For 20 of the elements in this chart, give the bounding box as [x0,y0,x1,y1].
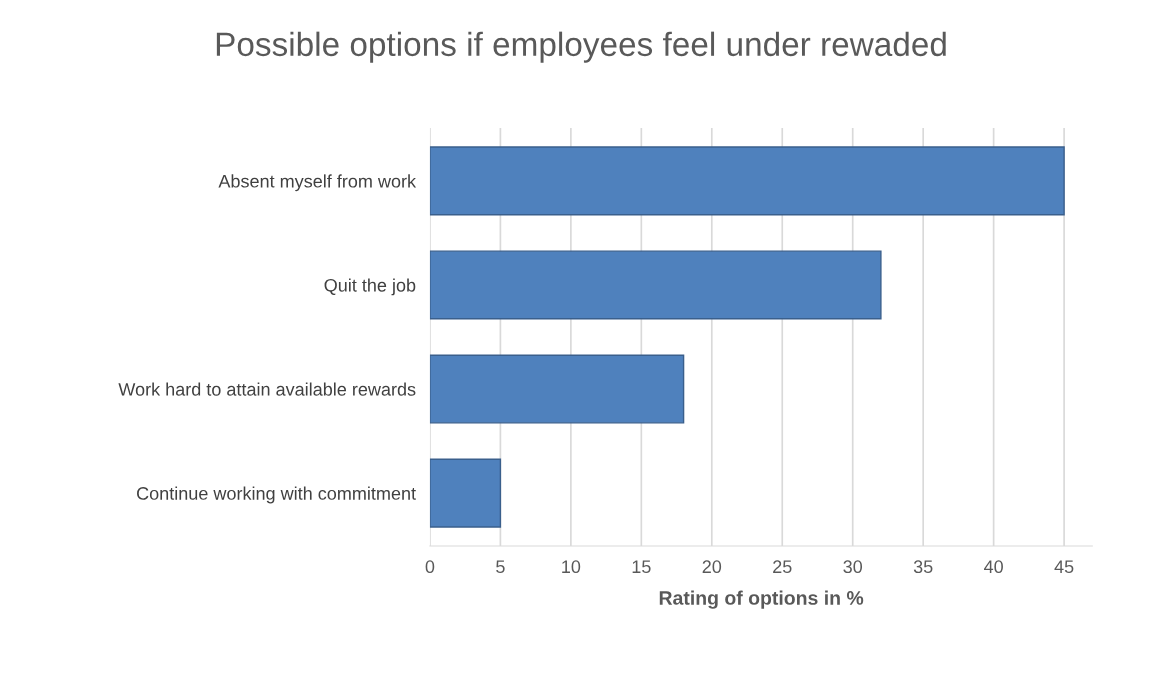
x-tick-label: 0 [425,560,435,574]
x-tick-label: 5 [496,560,505,574]
y-tick-label: Continue working with commitment [137,486,416,504]
x-tick-label: 25 [773,560,792,574]
x-tick-label: 20 [702,560,722,574]
x-tick-label: 40 [984,560,1003,574]
x-tick-label: 30 [843,560,863,574]
y-tick-label: Work hard to attain available rewards [118,382,416,396]
bar [429,146,1065,216]
y-tick-label: Absent myself from work [218,174,417,192]
x-tick-label: 10 [562,560,581,574]
x-tick-label: 35 [913,560,933,574]
bar [429,458,502,528]
chart-title: Possible options if employees feel under rewaded [216,31,946,63]
bar [429,354,685,424]
x-axis-title: Rating of options in % [659,590,864,609]
x-tick-label: 45 [1054,560,1074,574]
y-tick-label: Quit the job [324,278,416,296]
x-tick-label: 15 [632,560,651,574]
bar [429,250,882,320]
